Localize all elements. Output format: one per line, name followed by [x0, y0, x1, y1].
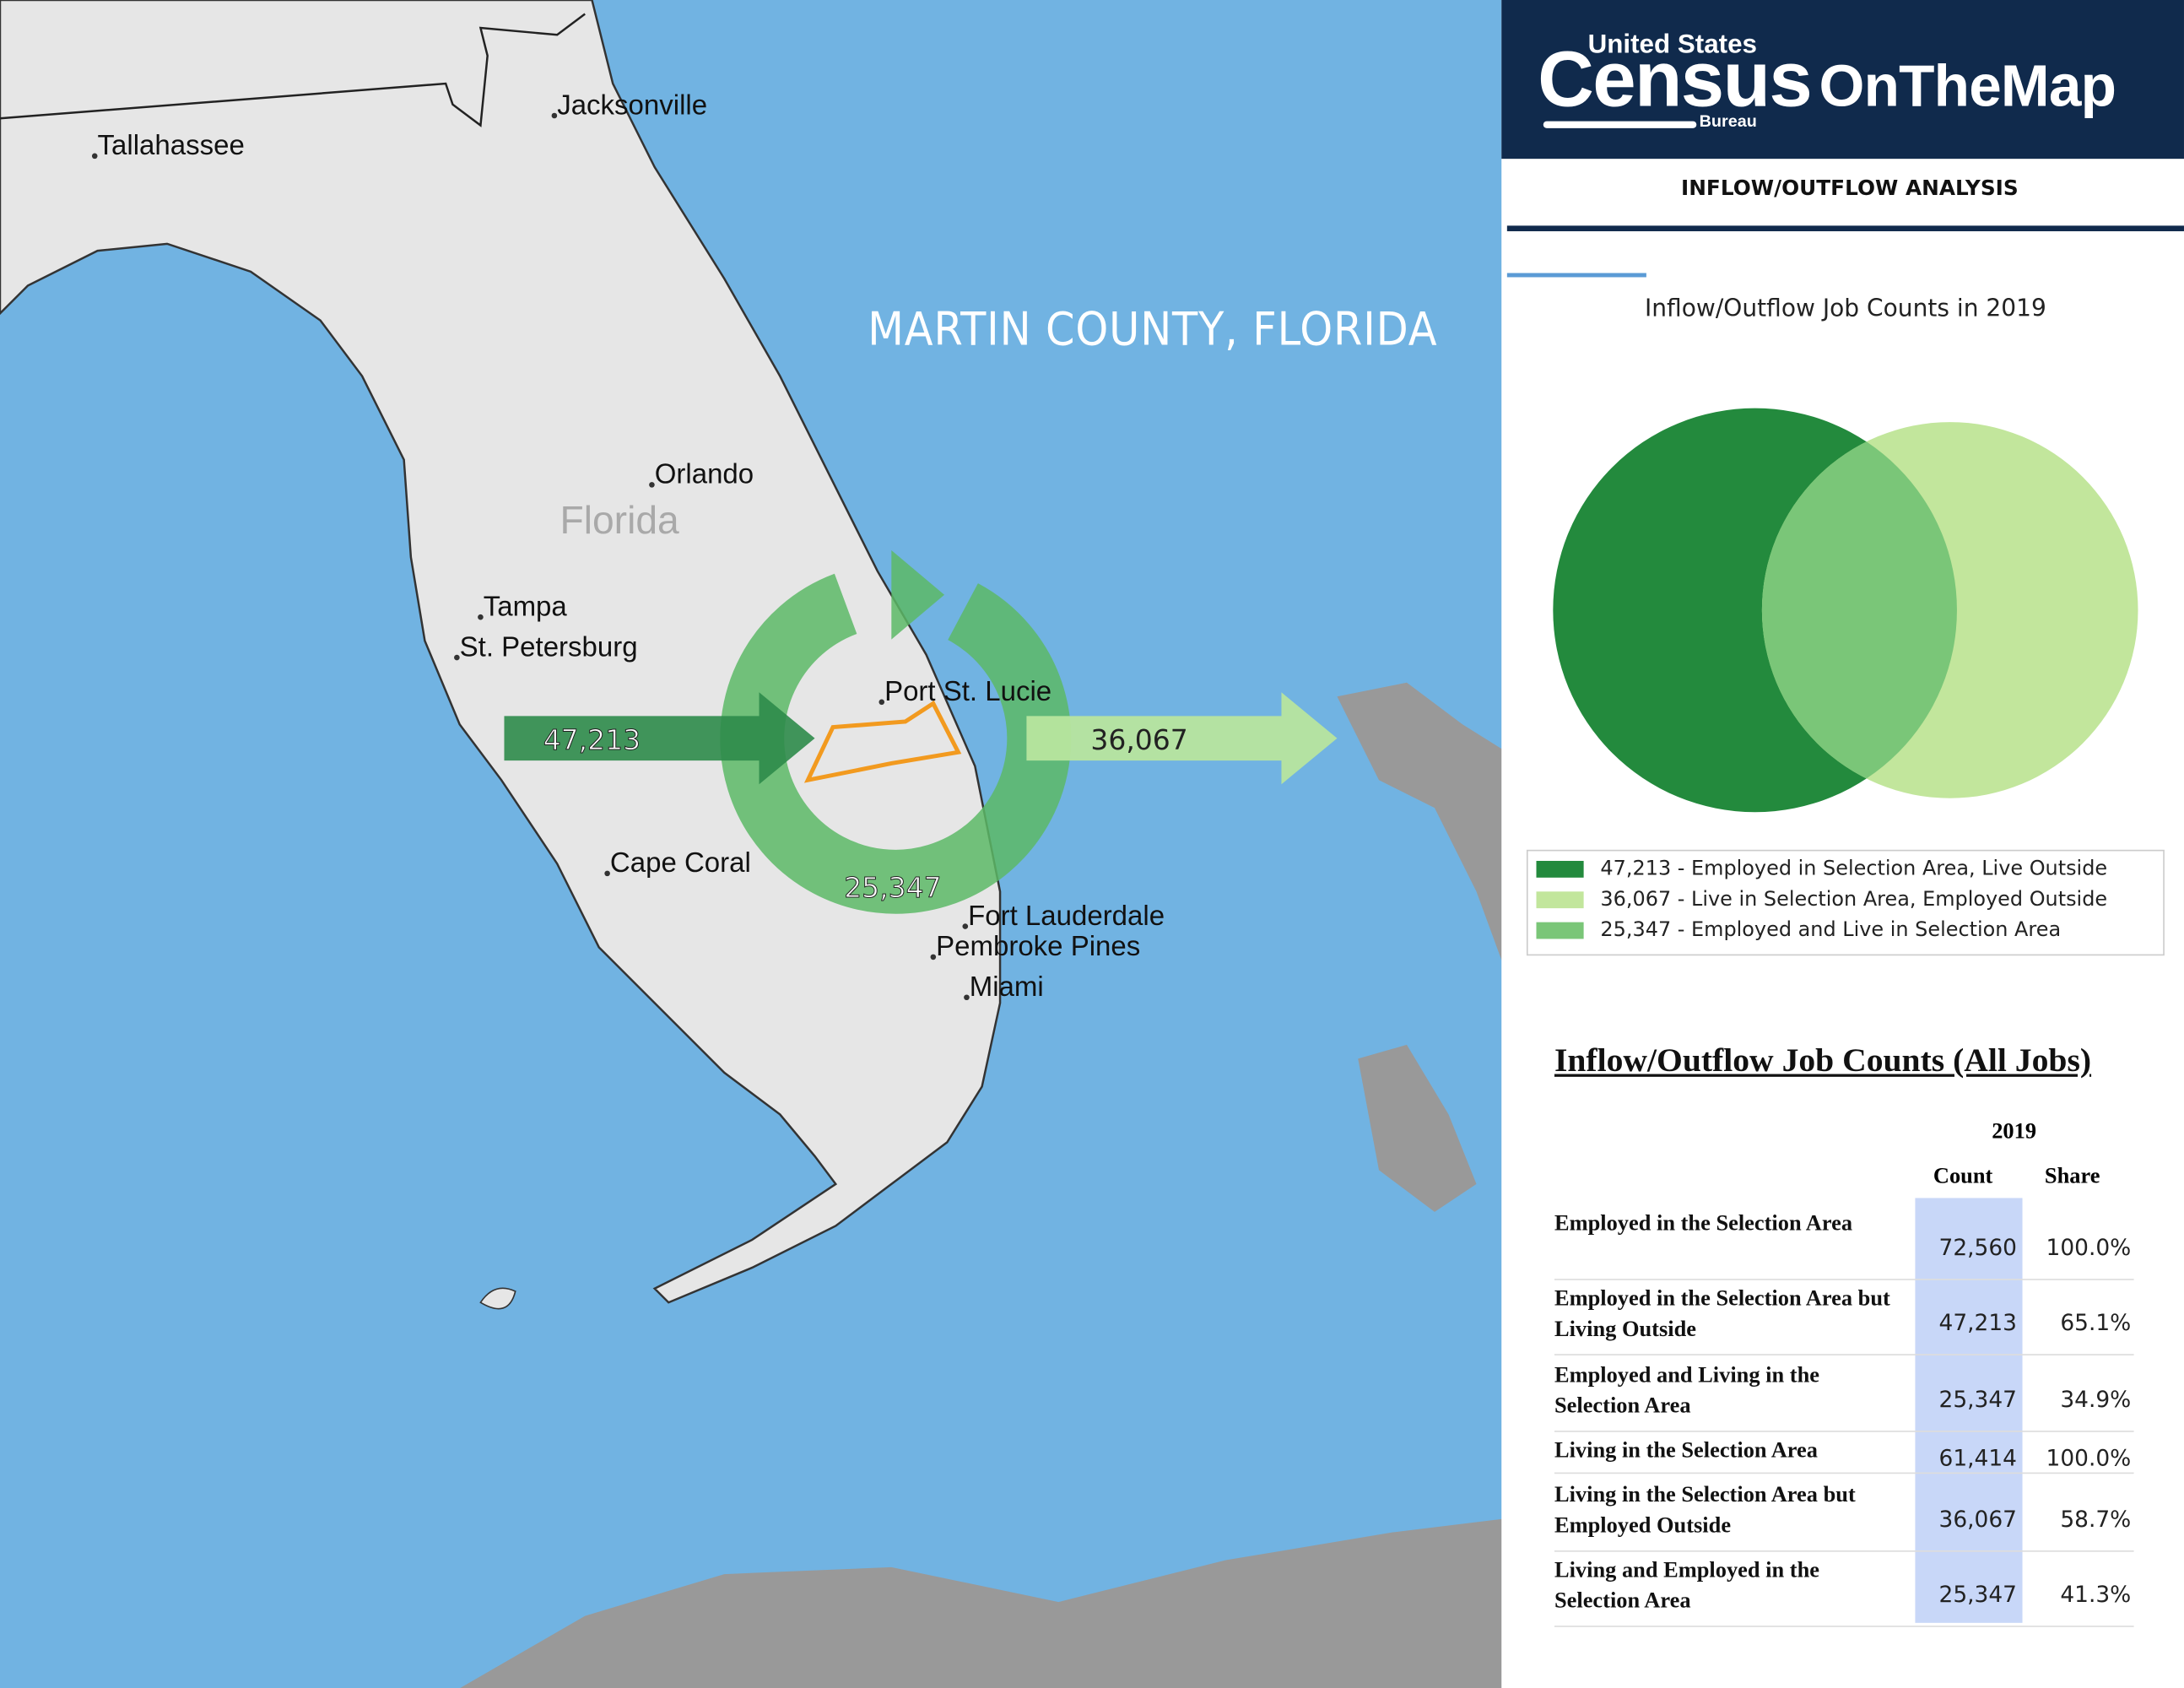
city-label: Orlando — [655, 458, 754, 490]
row-count: 25,347 — [1938, 1386, 2017, 1413]
city-dot — [962, 923, 969, 929]
internal-label: 25,347 — [844, 871, 941, 904]
legend-swatch — [1536, 861, 1584, 878]
venn-legend: 47,213 - Employed in Selection Area, Liv… — [1526, 849, 2165, 956]
row-label: Living in the Selection Area — [1554, 1438, 1818, 1463]
row-count: 47,213 — [1938, 1309, 2017, 1336]
legend-entry: 25,347 - Employed and Live in Selection … — [1528, 915, 2164, 945]
city-label: Jacksonville — [557, 89, 707, 120]
selection-area — [803, 700, 962, 783]
row-share: 100.0% — [2046, 1444, 2132, 1471]
count-highlight — [1915, 1198, 2023, 1623]
city-label: Cape Coral — [610, 847, 751, 878]
city-dot — [649, 482, 655, 488]
row-label: Employed in the Selection Area — [1554, 1211, 1853, 1236]
outflow-label: 36,067 — [1090, 723, 1187, 756]
city-label: Tampa — [484, 591, 568, 622]
row-count: 36,067 — [1938, 1506, 2017, 1533]
agency-top: United States — [1587, 30, 1757, 60]
table-row: Living and Employed in the Selection Are… — [1554, 1553, 2134, 1627]
header: United States Census Bureau OnTheMap — [1501, 0, 2184, 160]
legend-text: 36,067 - Live in Selection Area, Employe… — [1600, 889, 2108, 912]
row-count: 25,347 — [1938, 1581, 2017, 1608]
cuba — [460, 1518, 1507, 1688]
row-share: 41.3% — [2060, 1581, 2132, 1608]
legend-swatch — [1536, 891, 1584, 909]
city-dot — [878, 699, 885, 706]
table-title: Inflow/Outflow Job Counts (All Jobs) — [1554, 1043, 2092, 1080]
row-share: 58.7% — [2060, 1506, 2132, 1533]
inflow-arrow — [504, 692, 815, 785]
city-label: Fort Lauderdale — [968, 900, 1165, 931]
city-dot — [964, 994, 970, 1001]
row-label: Living in the Selection Area but Employe… — [1554, 1483, 1856, 1539]
city-dot — [454, 654, 460, 661]
legend-entry: 36,067 - Live in Selection Area, Employe… — [1528, 885, 2164, 915]
table-row: Employed in the Selection Area but Livin… — [1554, 1281, 2134, 1355]
rule-accent — [1506, 273, 1646, 278]
legend-text: 47,213 - Employed in Selection Area, Liv… — [1600, 858, 2108, 881]
city-label: Tallahassee — [98, 129, 245, 160]
row-count: 72,560 — [1938, 1234, 2017, 1261]
logo-bar — [1543, 121, 1697, 128]
table-row: Living in the Selection Area 61,414 100.0% — [1554, 1433, 2134, 1474]
city-label: Pembroke Pines — [936, 930, 1140, 961]
legend-entry: 47,213 - Employed in Selection Area, Liv… — [1528, 854, 2164, 885]
row-share: 100.0% — [2046, 1234, 2132, 1261]
outflow-arrow — [1026, 692, 1338, 785]
rule — [1506, 225, 2184, 231]
legend-text: 25,347 - Employed and Live in Selection … — [1600, 919, 2062, 942]
row-label: Living and Employed in the Selection Are… — [1554, 1558, 1820, 1614]
florida-land — [0, 0, 1002, 1304]
info-panel: United States Census Bureau OnTheMap INF… — [1501, 0, 2184, 1688]
agency-name: Census — [1538, 35, 1813, 123]
row-share: 65.1% — [2060, 1309, 2132, 1336]
table-row: Employed in the Selection Area 72,560 100.… — [1554, 1206, 2134, 1280]
city-dot — [930, 954, 937, 960]
city-label: Port St. Lucie — [884, 675, 1051, 706]
city-label: Miami — [970, 971, 1044, 1002]
ring-arrowhead — [891, 549, 945, 640]
section-title: INFLOW/OUTFLOW ANALYSIS — [1680, 175, 2019, 201]
city-labels: Jacksonville Tallahassee Orlando Tampa St. P… — [91, 89, 1165, 1002]
venn-overlap — [1761, 422, 1957, 798]
bahamas — [1337, 682, 1507, 1212]
table-row: Living in the Selection Area but Employe… — [1554, 1478, 2134, 1552]
table-year: 2019 — [1992, 1120, 2037, 1144]
row-count: 61,414 — [1938, 1444, 2017, 1471]
column-header: Share — [2044, 1164, 2100, 1188]
city-dot — [478, 614, 484, 620]
row-label: Employed and Living in the Selection Are… — [1554, 1363, 1820, 1419]
row-label: Employed in the Selection Area but Livin… — [1554, 1287, 1890, 1342]
venn-diagram — [1553, 408, 2138, 813]
city-dot — [91, 153, 98, 160]
inflow-label: 47,213 — [543, 723, 641, 756]
row-share: 34.9% — [2060, 1386, 2132, 1413]
column-header: Count — [1933, 1164, 1993, 1188]
island — [479, 1287, 516, 1310]
state-border — [0, 13, 586, 127]
legend-swatch — [1536, 922, 1584, 939]
state-label: Florida — [560, 498, 680, 542]
agency-sub: Bureau — [1699, 111, 1757, 132]
city-dot — [604, 870, 610, 877]
city-dot — [551, 112, 558, 119]
map: MARTIN COUNTY, FLORIDA Florida 47,213 36… — [0, 0, 1507, 1688]
product-name: OnTheMap — [1819, 52, 2116, 119]
city-label: St. Petersburg — [460, 630, 638, 662]
venn-title: Inflow/Outflow Job Counts in 2019 — [1644, 295, 2046, 323]
map-title: MARTIN COUNTY, FLORIDA — [868, 303, 1437, 356]
table-row: Employed and Living in the Selection Are… — [1554, 1358, 2134, 1432]
